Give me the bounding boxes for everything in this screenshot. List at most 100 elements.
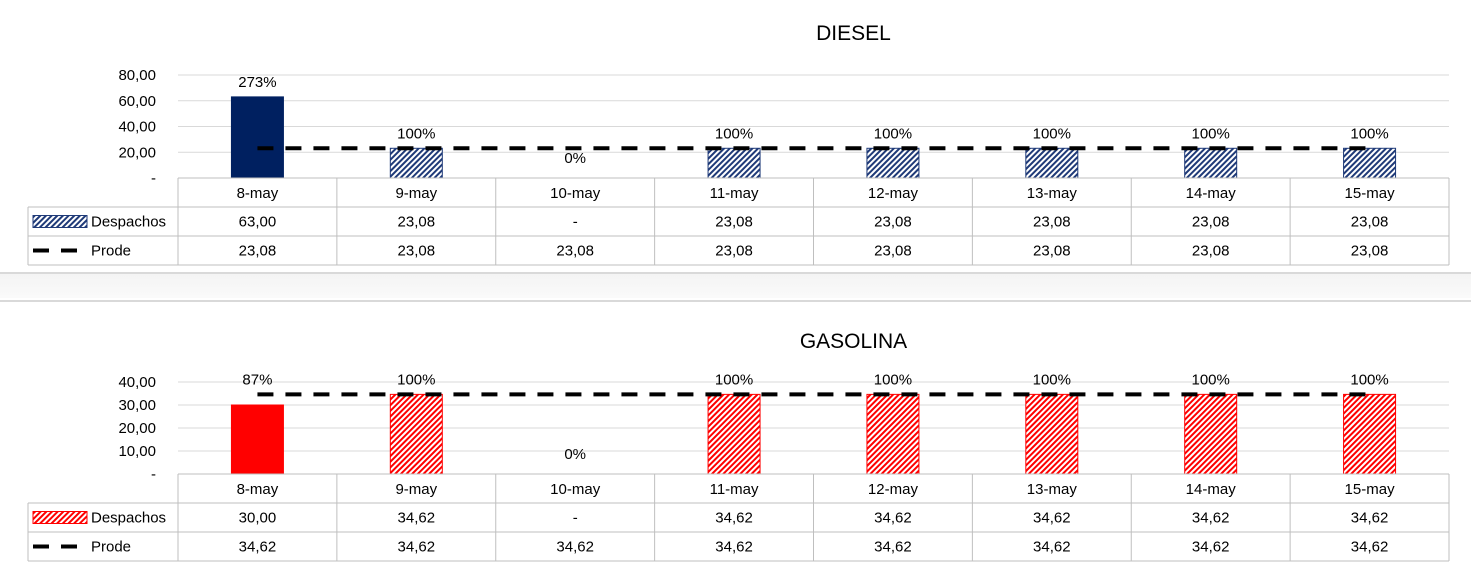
gasolina-data-label: 100% (874, 371, 912, 388)
gasolina-category-label: 14-may (1186, 481, 1237, 498)
diesel-ytick-label: 20,00 (118, 144, 156, 161)
diesel-table-cell: 23,08 (1033, 214, 1071, 231)
diesel-table-cell: 23,08 (398, 243, 436, 260)
gasolina-bar-12-may (866, 393, 920, 475)
diesel-chart-title: DIESEL (816, 22, 891, 45)
gasolina-bar-8-may (230, 404, 284, 475)
gasolina-category-label: 10-may (550, 481, 601, 498)
gasolina-table-cell: 34,62 (715, 510, 753, 527)
gasolina-bar-9-may (389, 393, 443, 475)
gasolina-table-cell: 34,62 (1351, 510, 1389, 527)
gasolina-table-cell: - (573, 510, 578, 527)
diesel-table-cell: 23,08 (398, 214, 436, 231)
gasolina-ytick-label: 30,00 (118, 397, 156, 414)
gasolina-data-label: 100% (1192, 371, 1230, 388)
diesel-table-cell: 23,08 (715, 243, 753, 260)
gasolina-bar-13-may (1025, 393, 1079, 475)
diesel-bar-15-may (1343, 147, 1397, 179)
gasolina-data-label: 0% (564, 446, 586, 463)
chart-separator (0, 274, 1471, 298)
diesel-category-label: 12-may (868, 185, 919, 202)
gasolina-chart-title: GASOLINA (800, 330, 907, 353)
diesel-ytick-label: 60,00 (118, 93, 156, 110)
diesel-category-label: 14-may (1186, 185, 1237, 202)
diesel-bar-11-may (707, 147, 761, 179)
gasolina-ytick-label: 40,00 (118, 374, 156, 391)
diesel-data-label: 100% (397, 125, 435, 142)
diesel-table-cell: 23,08 (1351, 214, 1389, 231)
gasolina-data-label: 100% (397, 371, 435, 388)
gasolina-table-cell: 34,62 (398, 539, 436, 556)
gasolina-table-cell: 34,62 (1351, 539, 1389, 556)
diesel-table-cell: 23,08 (239, 243, 277, 260)
diesel-category-label: 8-may (237, 185, 279, 202)
diesel-bar-9-may (389, 147, 443, 179)
diesel-bar-14-may (1184, 147, 1238, 179)
gasolina-ytick-label: 10,00 (118, 443, 156, 460)
diesel-bar-13-may (1025, 147, 1079, 179)
diesel-category-label: 10-may (550, 185, 601, 202)
diesel-table-cell: 23,08 (874, 214, 912, 231)
gasolina-table-cell: 34,62 (1033, 510, 1071, 527)
gasolina-category-label: 9-may (395, 481, 437, 498)
diesel-data-label: 100% (1192, 125, 1230, 142)
diesel-ytick-label: 40,00 (118, 119, 156, 136)
diesel-legend-label-prode: Prode (91, 243, 131, 260)
gasolina-table-cell: 34,62 (556, 539, 594, 556)
diesel-legend-key-despachos (32, 215, 88, 228)
diesel-table-cell: 23,08 (556, 243, 594, 260)
diesel-data-label: 0% (564, 150, 586, 167)
gasolina-table-cell: 34,62 (1033, 539, 1071, 556)
gasolina-table-cell: 30,00 (239, 510, 277, 527)
gasolina-table-cell: 34,62 (874, 510, 912, 527)
diesel-data-label: 100% (1350, 125, 1388, 142)
diesel-table-cell: 23,08 (1033, 243, 1071, 260)
diesel-category-label: 13-may (1027, 185, 1078, 202)
gasolina-data-label: 100% (1033, 371, 1071, 388)
gasolina-legend-label-despachos: Despachos (91, 510, 166, 527)
diesel-table-cell: 23,08 (1192, 214, 1230, 231)
gasolina-chart: GASOLINA - 10,00 20,00 30,00 40,00 87% 100% 0% 10… (27, 330, 1450, 562)
diesel-table-cell: 23,08 (1351, 243, 1389, 260)
diesel-bar-8-may (230, 96, 284, 179)
gasolina-legend-key-despachos (32, 511, 88, 524)
gasolina-legend-label-prode: Prode (91, 539, 131, 556)
gasolina-data-label: 87% (242, 371, 272, 388)
diesel-data-label: 100% (715, 125, 753, 142)
gasolina-category-label: 12-may (868, 481, 919, 498)
diesel-legend-label-despachos: Despachos (91, 214, 166, 231)
gasolina-ytick-label: - (151, 466, 156, 483)
gasolina-table-cell: 34,62 (1192, 539, 1230, 556)
gasolina-bar-14-may (1184, 393, 1238, 475)
gasolina-bar-15-may (1343, 393, 1397, 475)
gasolina-data-label: 100% (715, 371, 753, 388)
diesel-chart: DIESEL - 20,00 40,00 60,00 80,00 273% 100% 0% 100… (27, 22, 1450, 266)
gasolina-chart-panel: GASOLINA - 10,00 20,00 30,00 40,00 87% 100% 0% 10… (0, 300, 1471, 569)
gasolina-table-cell: 34,62 (715, 539, 753, 556)
gasolina-data-label: 100% (1350, 371, 1388, 388)
gasolina-category-label: 8-may (237, 481, 279, 498)
gasolina-table-cell: 34,62 (398, 510, 436, 527)
gasolina-table-cell: 34,62 (874, 539, 912, 556)
diesel-data-label: 273% (238, 74, 276, 91)
gasolina-category-label: 15-may (1345, 481, 1396, 498)
diesel-table-cell: 23,08 (715, 214, 753, 231)
diesel-category-label: 11-may (710, 185, 759, 202)
diesel-table-cell: - (573, 214, 578, 231)
diesel-chart-panel: DIESEL - 20,00 40,00 60,00 80,00 273% 100% 0% 100… (0, 0, 1471, 274)
diesel-ytick-label: - (151, 170, 156, 187)
diesel-data-label: 100% (874, 125, 912, 142)
gasolina-ytick-label: 20,00 (118, 420, 156, 437)
diesel-category-label: 15-may (1345, 185, 1396, 202)
gasolina-category-label: 13-may (1027, 481, 1078, 498)
diesel-table-cell: 23,08 (1192, 243, 1230, 260)
diesel-bar-12-may (866, 147, 920, 179)
diesel-ytick-label: 80,00 (118, 67, 156, 84)
gasolina-bar-11-may (707, 393, 761, 475)
diesel-table-cell: 23,08 (874, 243, 912, 260)
gasolina-table-cell: 34,62 (1192, 510, 1230, 527)
gasolina-category-label: 11-may (710, 481, 759, 498)
diesel-data-label: 100% (1033, 125, 1071, 142)
diesel-category-label: 9-may (395, 185, 437, 202)
gasolina-table-cell: 34,62 (239, 539, 277, 556)
